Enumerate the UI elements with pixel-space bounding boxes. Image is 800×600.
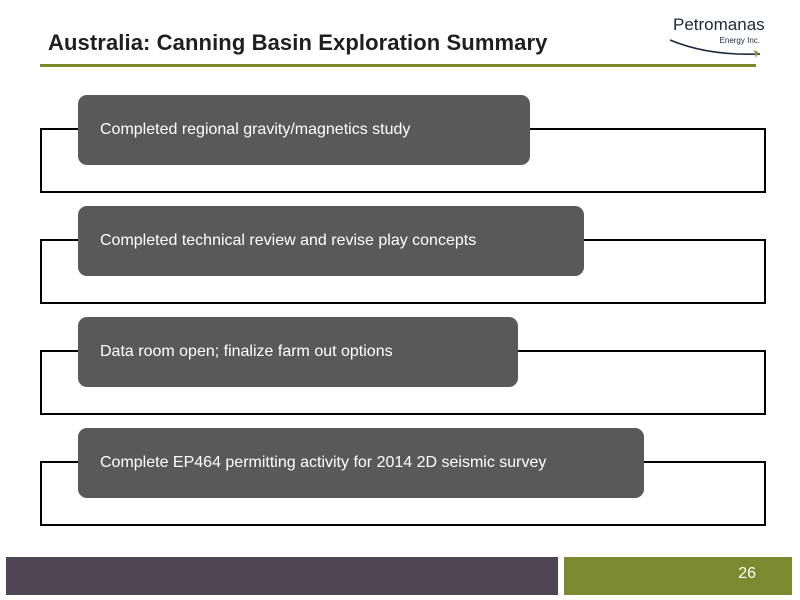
- summary-item: Completed regional gravity/magnetics stu…: [40, 95, 766, 193]
- item-pill: Completed technical review and revise pl…: [78, 206, 584, 276]
- summary-item: Complete EP464 permitting activity for 2…: [40, 428, 766, 526]
- item-label: Completed technical review and revise pl…: [100, 232, 477, 249]
- company-logo: Petromanas Energy Inc.: [668, 12, 765, 64]
- item-pill: Complete EP464 permitting activity for 2…: [78, 428, 644, 498]
- summary-item: Completed technical review and revise pl…: [40, 206, 766, 304]
- logo-subtitle: Energy Inc.: [719, 36, 760, 45]
- summary-item: Data room open; finalize farm out option…: [40, 317, 766, 415]
- item-label: Data room open; finalize farm out option…: [100, 343, 393, 360]
- title-underline: [40, 64, 756, 67]
- logo-name: Petromanas: [673, 15, 765, 34]
- page-number: 26: [738, 565, 756, 582]
- item-pill: Completed regional gravity/magnetics stu…: [78, 95, 530, 165]
- slide-title: Australia: Canning Basin Exploration Sum…: [48, 30, 548, 55]
- logo-swoosh-icon: [669, 39, 761, 58]
- footer-bar-right: 26: [564, 557, 792, 595]
- footer-bar-left: [6, 557, 558, 595]
- item-pill: Data room open; finalize farm out option…: [78, 317, 518, 387]
- item-label: Completed regional gravity/magnetics stu…: [100, 121, 411, 138]
- item-label: Complete EP464 permitting activity for 2…: [100, 454, 547, 471]
